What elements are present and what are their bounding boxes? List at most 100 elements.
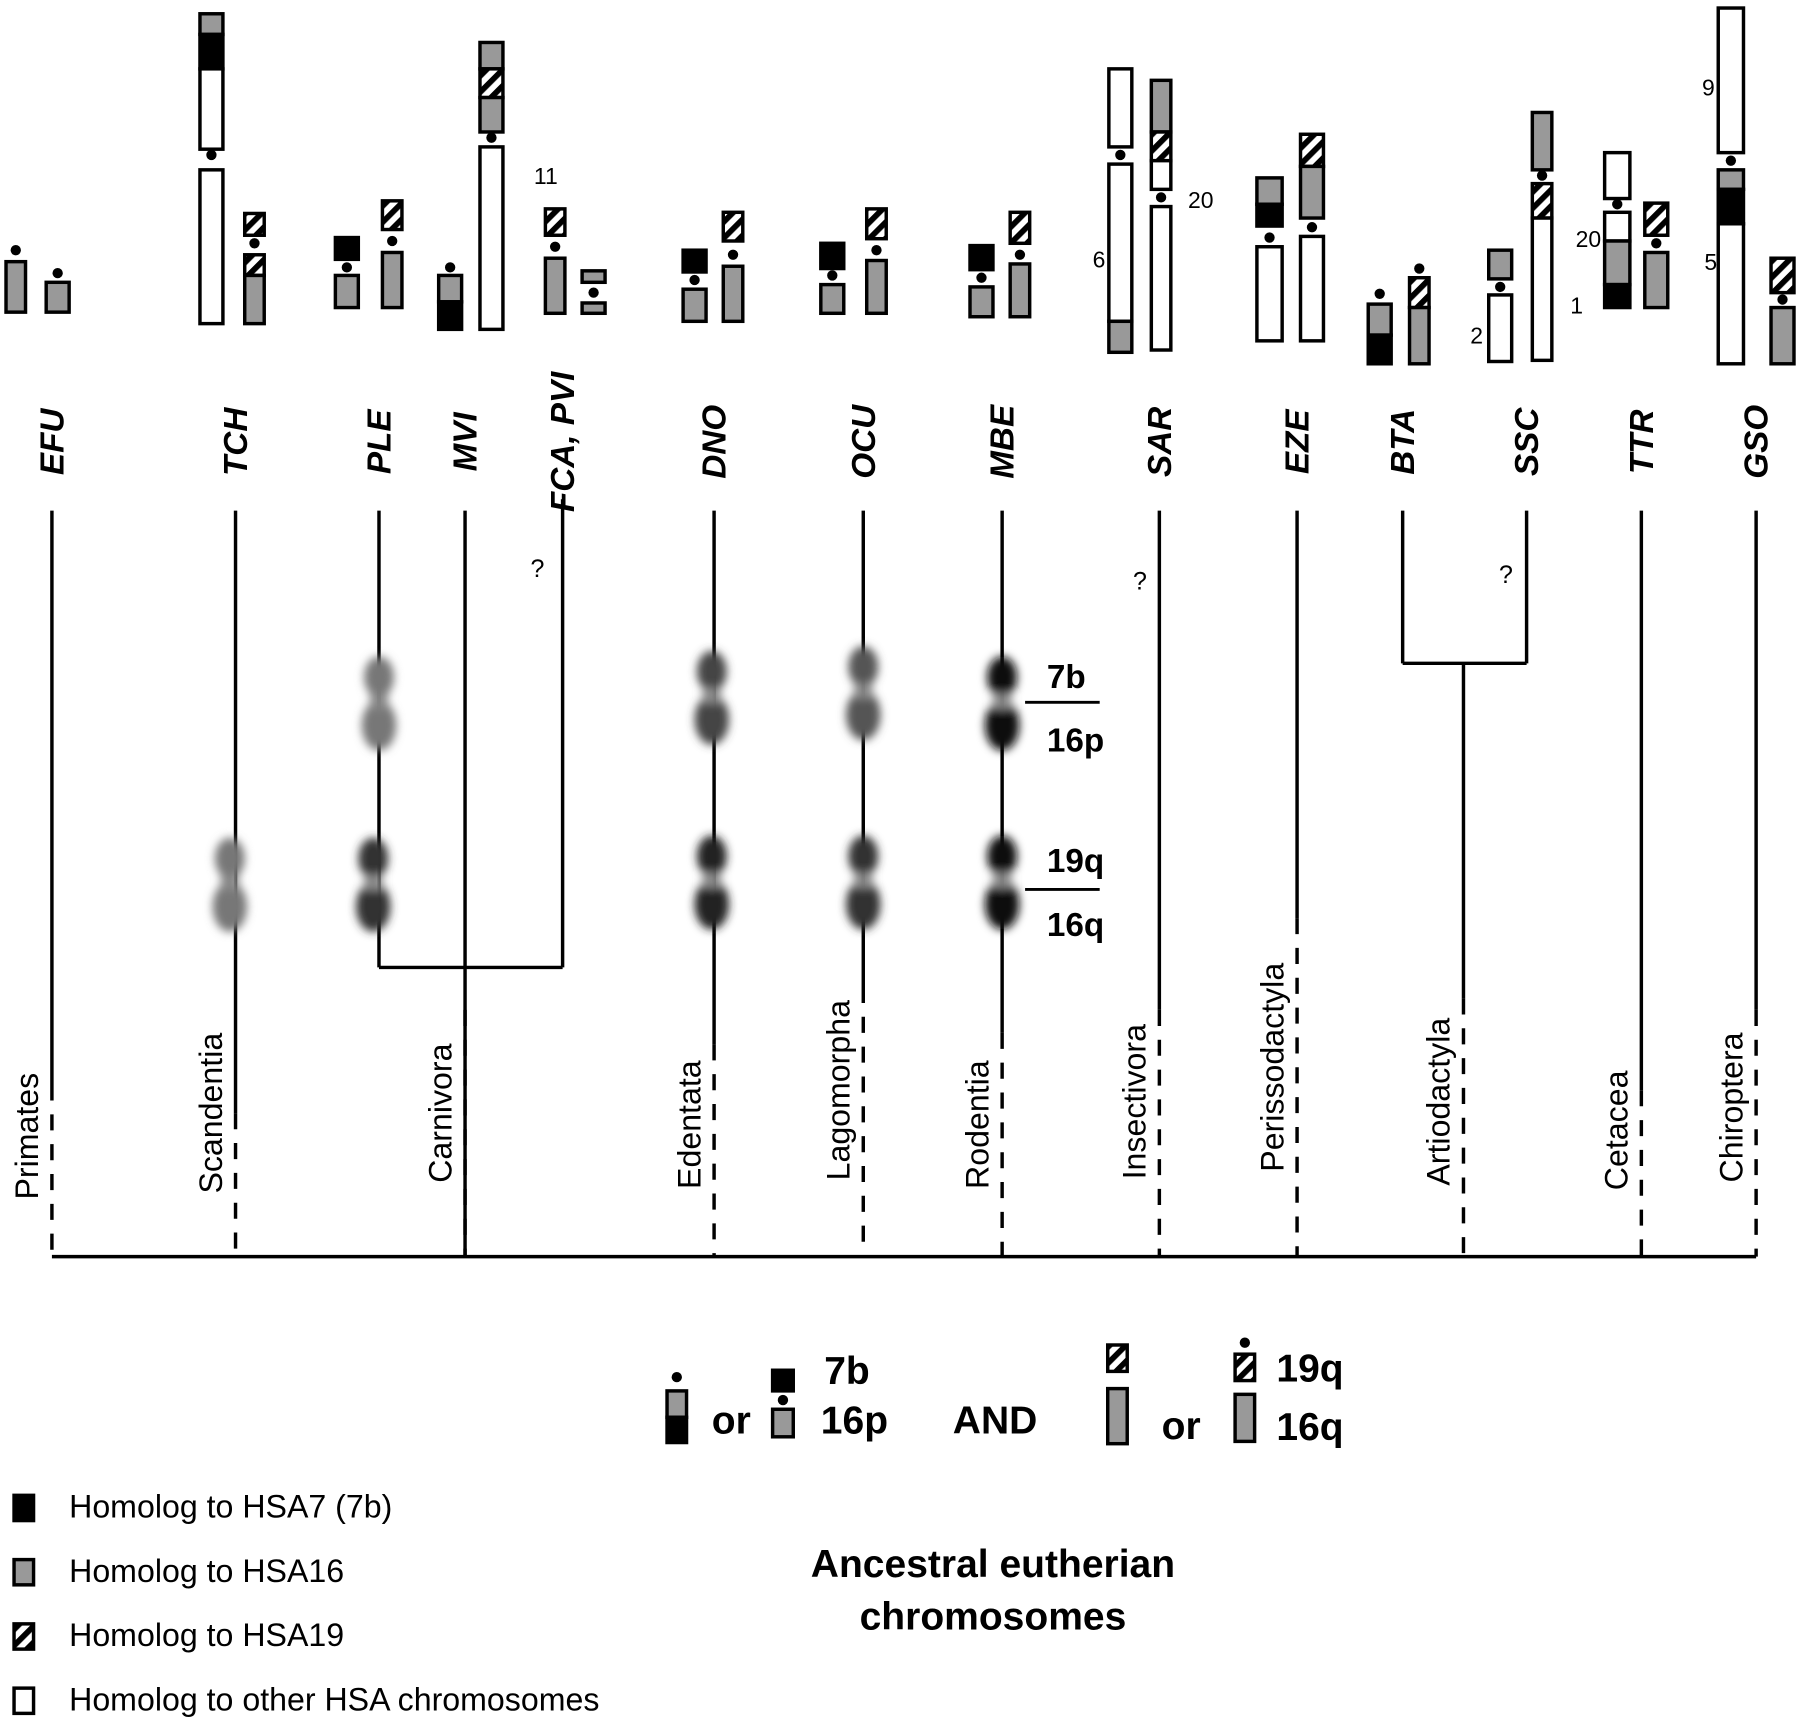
chromosome-segment (968, 285, 995, 319)
banded-chromosome (846, 835, 881, 930)
centromere (1651, 238, 1662, 249)
centromere (1495, 281, 1506, 293)
chromosome-number: 20 (1188, 187, 1214, 213)
centromere (1306, 222, 1318, 233)
centromere (1374, 288, 1385, 299)
chromosome-segment (478, 67, 505, 100)
species-label: MVI (448, 412, 485, 472)
species-label: EFU (34, 408, 71, 476)
band (361, 700, 397, 751)
legend-label: Homolog to HSA16 (69, 1553, 344, 1589)
chromosome-segment (198, 67, 225, 151)
connector: AND (953, 1399, 1038, 1442)
centromere (1414, 263, 1425, 274)
legend-swatch (12, 1686, 36, 1716)
chromosome-number: 5 (1704, 249, 1717, 275)
legend-label: Homolog to HSA19 (69, 1617, 344, 1653)
band (984, 879, 1020, 930)
chromosome-segment (1716, 222, 1746, 366)
band (212, 881, 248, 932)
chromosome-segment (968, 243, 995, 272)
chromosome-segment (242, 253, 266, 278)
species-label: TTR (1624, 409, 1661, 474)
chromosome-segment (721, 210, 745, 243)
chromosome-segment (1107, 319, 1134, 355)
band (694, 694, 730, 745)
species-label: GSO (1739, 405, 1776, 479)
species-label: DNO (697, 405, 734, 479)
band (987, 656, 1018, 698)
chromosome-number: 1 (1570, 293, 1583, 319)
connector: or (712, 1399, 751, 1442)
order-label: Chiroptera (1713, 1032, 1749, 1182)
chromosome-segment (721, 264, 745, 324)
band (214, 837, 245, 880)
centromere (588, 287, 599, 298)
order-label: Edentata (671, 1060, 707, 1189)
band (992, 872, 1012, 889)
band (696, 835, 727, 877)
legend-label: Homolog to HSA7 (7b) (69, 1489, 392, 1525)
chromosome-segment (819, 241, 846, 271)
centromere (689, 274, 700, 286)
centromere (671, 1371, 682, 1383)
banded-chromosome (356, 837, 391, 932)
band (846, 689, 881, 741)
chromosome-segment (1298, 132, 1326, 169)
chromosome-segment (1107, 162, 1134, 324)
band (854, 872, 873, 889)
chromosome-segment (1298, 164, 1326, 220)
chromosome-segment (1008, 262, 1032, 319)
chromosome-segment (1407, 305, 1431, 366)
banded-chromosome (212, 837, 248, 932)
chromosome-segment (1149, 204, 1173, 352)
chromosome-segment (1487, 293, 1514, 364)
chromosome-segment (1255, 202, 1284, 228)
chromosome-segment (770, 1368, 795, 1393)
chromosome-segment (1255, 245, 1284, 343)
order-label: Insectivora (1117, 1024, 1153, 1179)
centromere (387, 235, 398, 247)
band (364, 874, 383, 891)
chromosome-segment (478, 40, 505, 71)
legend-swatch (12, 1557, 36, 1587)
chromosome-segment (333, 273, 361, 310)
centromere (444, 262, 456, 273)
band (846, 879, 881, 930)
chromosome-segment (1107, 67, 1134, 149)
centromere (549, 241, 561, 252)
chromosome-segment (1487, 248, 1514, 281)
chromosome-segment (1716, 187, 1746, 226)
chromosome-segment (1769, 256, 1796, 295)
ancestral-label: 19q (1276, 1348, 1343, 1391)
centromere (1239, 1337, 1251, 1348)
chromosome-segment (1008, 210, 1032, 246)
chromosome-segment (478, 145, 505, 332)
band (369, 693, 389, 710)
banded-chromosome (694, 650, 730, 745)
chromosome-segment (1530, 216, 1554, 363)
centromere (341, 262, 353, 273)
chromosome-segment (44, 280, 71, 314)
chromosome-segment (665, 1415, 689, 1445)
species-label: SAR (1142, 407, 1179, 477)
connector: or (1162, 1405, 1201, 1448)
band-label: 7b (1047, 659, 1086, 696)
chromosome-segment (1530, 181, 1554, 220)
chromosome-segment (864, 258, 888, 316)
chromosome-segment (380, 250, 404, 310)
legend-swatch (12, 1493, 36, 1523)
chromosome-segment (1366, 333, 1393, 366)
order-label: Artiodactyla (1421, 1018, 1457, 1186)
band-label: 16p (1047, 722, 1104, 759)
legend-label: Homolog to other HSA chromosomes (69, 1681, 599, 1717)
centromere (871, 245, 882, 256)
centromere (727, 249, 739, 260)
chromosome-segment (242, 273, 266, 326)
chromosome-segment (1105, 1386, 1129, 1446)
band (848, 646, 879, 688)
species-label: TCH (218, 407, 255, 476)
band (984, 700, 1020, 751)
chromosome-segment (681, 287, 708, 324)
